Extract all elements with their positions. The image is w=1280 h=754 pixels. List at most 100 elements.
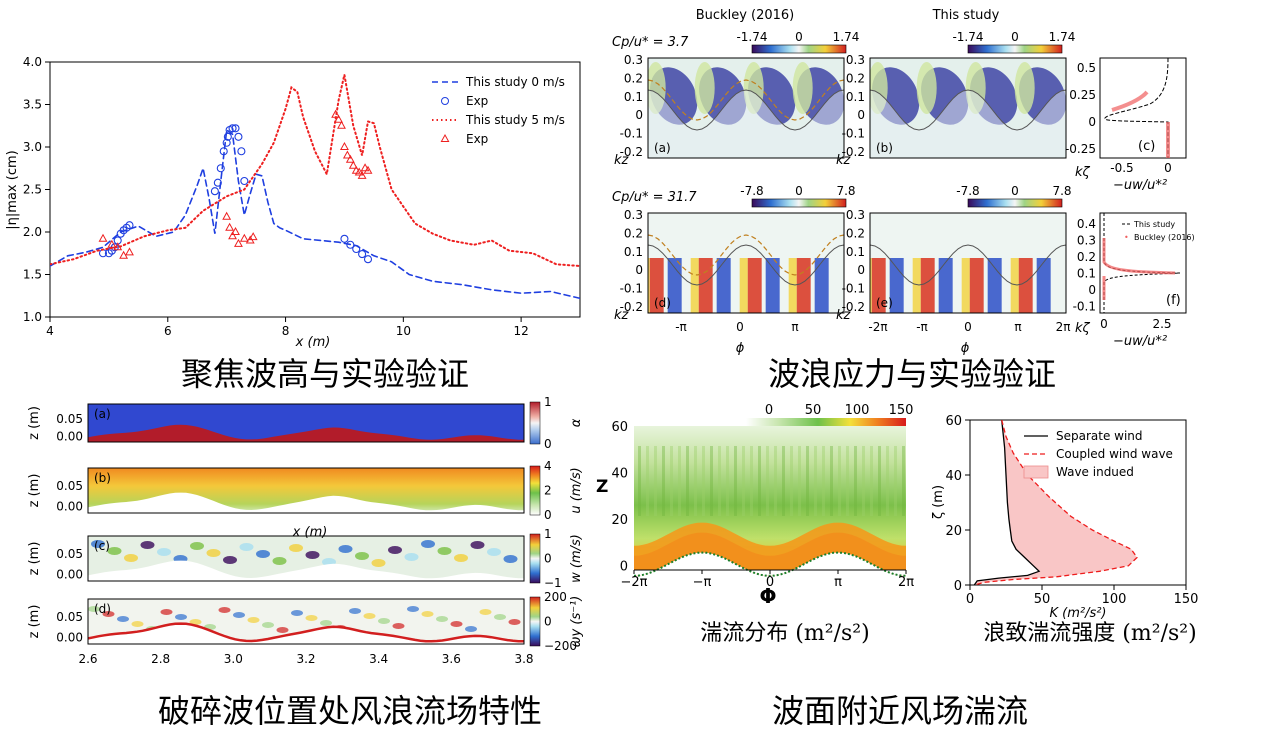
turb-streak — [782, 446, 785, 516]
stress-col-yellow — [690, 258, 699, 313]
stress-ytick: 0.1 — [846, 245, 865, 259]
cb1-right — [967, 44, 1063, 54]
profile-f-ylabel: kζ — [1075, 321, 1091, 336]
breaking-vort-blob — [465, 626, 477, 632]
stress-field-0 — [648, 58, 844, 158]
turb-xtick: π — [834, 575, 842, 590]
breaking-vort-blob — [436, 616, 448, 622]
focus-legend-label: This study 0 m/s — [465, 75, 565, 89]
stress-surface-line — [648, 244, 844, 286]
breaking-ytick: 0.05 — [56, 412, 83, 426]
stress-field-3 — [870, 213, 1066, 313]
cb2-left — [751, 198, 847, 208]
breaking-vort-blob — [363, 613, 376, 619]
profile-c-ylabel: kζ — [1075, 165, 1091, 180]
focus-exp-triangle — [98, 233, 108, 242]
focus-exp-circle — [222, 138, 231, 147]
profile-f-xlabel: −uw/u*² — [1113, 334, 1167, 349]
stress-frame — [647, 57, 845, 159]
breaking-panel-label: (b) — [94, 471, 111, 485]
k-xtick: 100 — [1102, 592, 1127, 607]
breaking-water — [88, 492, 524, 513]
cb2-right-max: 7.8 — [1052, 184, 1071, 198]
focus-chart: 4 6 8 10 12 1.0 1.5 2.0 2.5 3.0 3.5 4.0 x (m) |η|ma… — [5, 55, 581, 350]
turb-streak — [790, 446, 793, 516]
breaking-vort-blob — [218, 607, 231, 613]
breaking-ylabel: z (m) — [27, 474, 42, 508]
breaking-ytick: 0.05 — [56, 547, 83, 561]
stress-ytick: 0.3 — [846, 208, 865, 222]
focus-exp-triangle — [345, 154, 355, 163]
focus-exp-circle — [346, 240, 355, 249]
profile-c-ytick: 0 — [1088, 115, 1096, 129]
turb-streak — [718, 446, 721, 516]
profile-c-label: (c) — [1138, 139, 1155, 154]
stress-col-blue — [938, 258, 953, 313]
focus-exp-circle — [219, 147, 228, 156]
focus-exp-circle — [125, 221, 134, 230]
stress-col-red — [796, 258, 811, 313]
breaking-ylabel: z (m) — [27, 406, 42, 440]
breaking-vort-blob — [247, 617, 260, 623]
stress-ylabel: kz — [614, 153, 630, 168]
breaking-cb-tick: 200 — [544, 590, 567, 604]
turb-cb-tick: 0 — [765, 403, 773, 418]
profile-f-ytick: -0.1 — [1073, 300, 1096, 314]
stress-col-yellow — [1010, 258, 1019, 313]
turb-streak — [846, 446, 849, 516]
breaking-vort-blob — [276, 627, 289, 633]
turb-streak — [678, 446, 681, 516]
col-title-this-study: This study — [932, 8, 1000, 23]
breaking-w-blob — [223, 556, 237, 564]
profile-c-xtick: -0.5 — [1110, 161, 1133, 175]
focus-ytick-label: 3.0 — [23, 140, 42, 154]
focus-exp-triangle — [222, 211, 232, 220]
breaking-xtick: 3.6 — [442, 652, 461, 666]
turb-xtick: −π — [693, 575, 712, 590]
k-ytick: 20 — [945, 524, 962, 539]
focus-exp-circle — [210, 187, 219, 196]
breaking-w-blob — [289, 544, 303, 552]
stress-col-red — [920, 258, 935, 313]
breaking-vort-blob — [378, 618, 390, 624]
focus-legend-label: Exp — [466, 94, 488, 108]
wave-induced-chart: 0 50 100 150 0 20 40 60 K (m²/s²) ζ (m) Separat… — [931, 414, 1198, 621]
breaking-cb-label: α — [569, 418, 584, 427]
focus-legend-circle — [441, 97, 449, 105]
caption-wave-stress: 波浪应力与实验验证 — [768, 355, 1056, 393]
profile-c-xlabel: −uw/u*² — [1113, 178, 1167, 193]
stress-col-yellow — [739, 258, 748, 313]
cb1-left-mid: 0 — [795, 30, 803, 44]
turb-streak — [774, 446, 777, 516]
stress-col-yellow — [961, 258, 970, 313]
row1-param: Cp/u* = 3.7 — [612, 35, 689, 50]
turb-streak — [902, 446, 905, 516]
stress-ytick: 0 — [857, 263, 865, 277]
breaking-w-blob — [470, 541, 485, 549]
focus-exp-triangle — [233, 238, 243, 247]
breaking-ytick: 0.05 — [56, 610, 83, 624]
focus-xtick-label: 12 — [513, 324, 528, 338]
breaking-colorbar — [529, 533, 541, 584]
breaking-vort-blob — [349, 608, 361, 614]
stress-field-2 — [648, 213, 844, 313]
stress-col-red — [871, 258, 886, 313]
breaking-ytick: 0.05 — [56, 479, 83, 493]
stress-subsurface — [870, 90, 1066, 158]
focus-series-line-0 — [50, 128, 580, 300]
breaking-cb-tick: 0 — [544, 437, 552, 451]
stress-ylabel: kz — [614, 308, 630, 323]
stress-ytick: 0.2 — [624, 226, 643, 240]
focus-xtick-label: 4 — [46, 324, 54, 338]
stress-blob-high — [916, 62, 937, 114]
breaking-vort-blob — [189, 619, 202, 625]
stress-ytick: 0.2 — [846, 71, 865, 85]
stress-xtick-right: -π — [916, 320, 928, 334]
turb-streak — [854, 446, 857, 516]
stress-blob-high — [1014, 62, 1035, 114]
breaking-vort-blob — [320, 620, 332, 626]
focus-exp-triangle — [228, 231, 238, 240]
breaking-water — [88, 424, 524, 442]
stress-col-blue — [765, 258, 780, 313]
stress-ytick: 0.1 — [846, 90, 865, 104]
